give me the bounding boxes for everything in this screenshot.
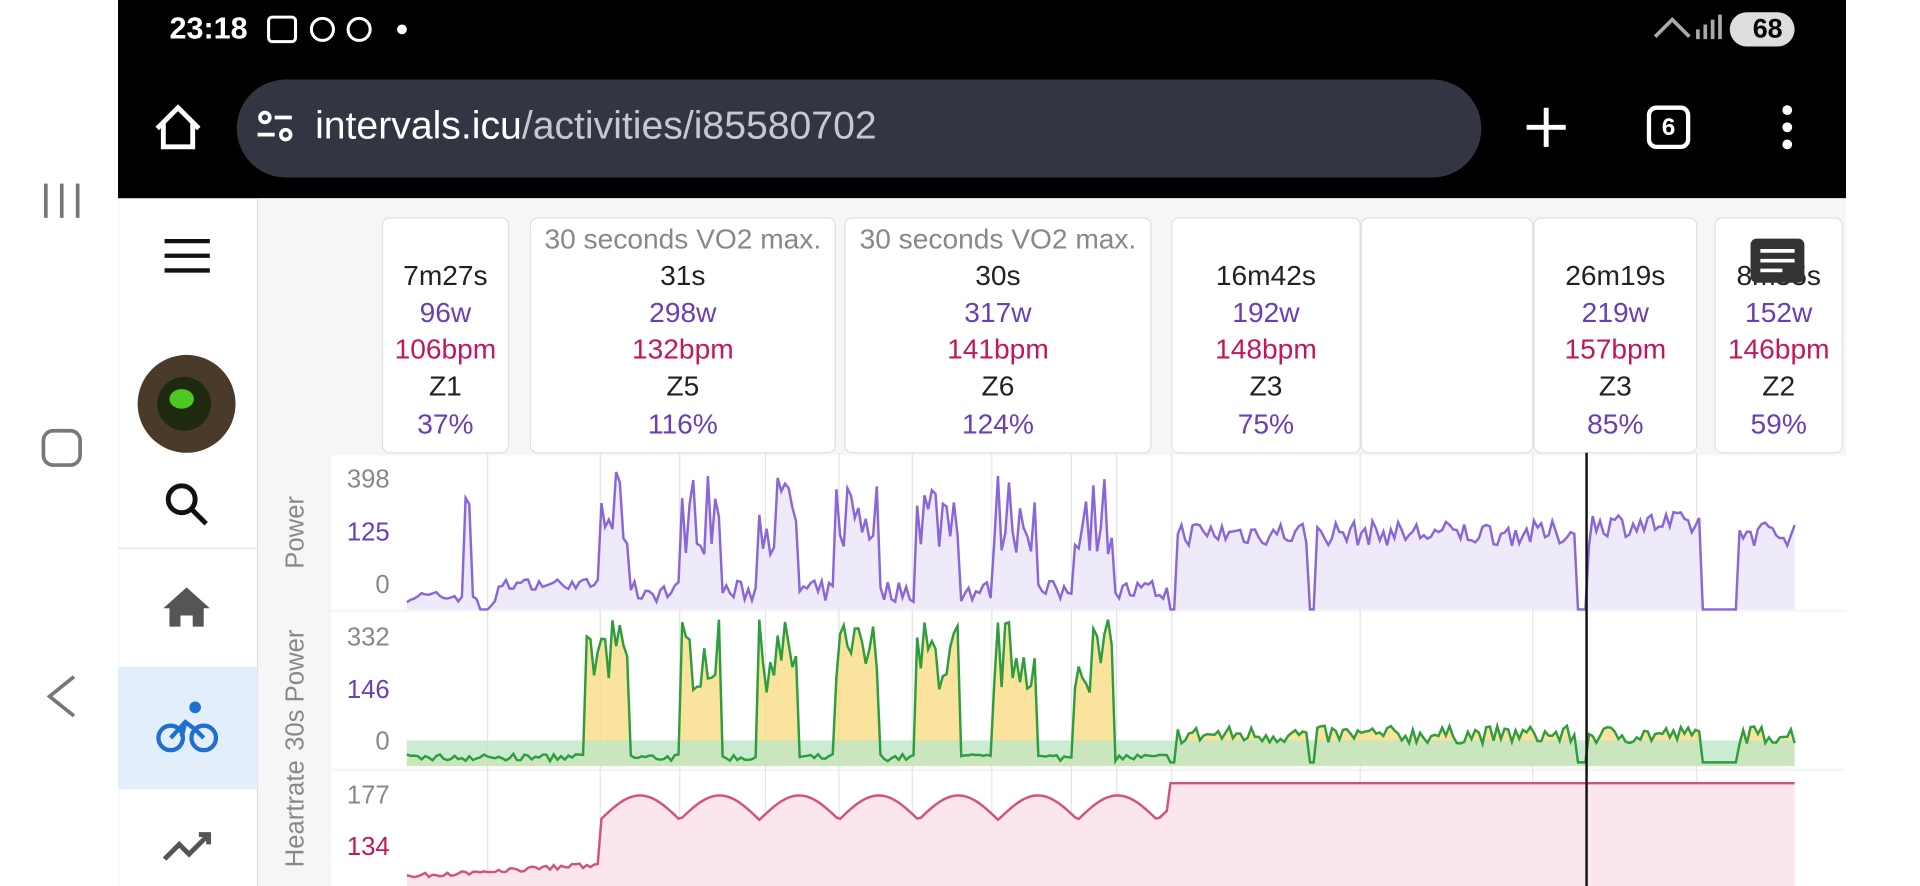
interval-card[interactable] [381,217,510,454]
interval-zone: Z5 [666,370,699,401]
interval-card[interactable] [1714,217,1843,454]
activities-nav[interactable] [118,666,258,790]
back-button[interactable] [46,675,76,718]
interval-card[interactable] [1360,217,1534,454]
chart-label: Power [282,495,310,568]
interval-title: 30 seconds VO2 max. [860,224,1137,255]
interval-zone: Z3 [1599,370,1632,401]
interval-percent: 75% [1238,408,1294,439]
interval-zone: Z2 [1762,370,1795,401]
interval-card[interactable] [844,217,1152,454]
interval-heartrate: 146bpm [1728,334,1830,365]
interval-power: 96w [420,297,472,328]
phone: 23:18 68 intervals.icu/activities/i85580… [118,0,1847,886]
interval-zone: Z6 [982,370,1015,401]
interval-heartrate: 106bpm [395,334,497,365]
signal-icons [1653,14,1722,40]
fitness-nav[interactable] [162,832,212,861]
interval-duration: 31s [660,260,705,291]
interval-percent: 116% [648,408,718,439]
interval-card[interactable] [529,217,836,454]
menu-button[interactable] [1782,105,1793,150]
hr-area [406,783,1795,886]
tick-label: 134 [347,833,390,861]
clock: 23:18 [169,12,247,46]
interval-percent: 124% [962,408,1034,439]
interval-title: 30 seconds VO2 max. [544,224,821,255]
zone-area [406,619,1795,767]
interval-power: 219w [1582,297,1650,328]
interval-heartrate: 141bpm [947,334,1049,365]
url-host: intervals.icu [315,105,522,148]
interval-power: 152w [1745,297,1813,328]
interval-heartrate: 132bpm [632,334,734,365]
chat-button[interactable] [1750,238,1805,283]
interval-percent: 85% [1587,408,1643,439]
interval-power: 192w [1232,297,1300,328]
interval-zone: Z3 [1250,370,1283,401]
interval-card[interactable] [1533,217,1698,454]
battery-level: 68 [1753,14,1783,44]
url[interactable]: intervals.icu/activities/i85580702 [315,105,877,148]
search-icon[interactable] [165,483,208,526]
tab-count: 6 [1662,114,1676,141]
interval-duration: 16m42s [1216,260,1316,291]
tick-label: 0 [375,571,389,599]
recents-button[interactable] [44,183,80,218]
chart-label: 30s Power [282,629,310,751]
interval-duration: 7m27s [403,260,487,291]
url-bar[interactable] [236,79,1482,178]
home-icon[interactable] [155,104,201,150]
interval-heartrate: 157bpm [1565,334,1667,365]
tick-label: 332 [347,624,390,652]
status-icons [267,15,372,44]
tick-label: 146 [347,676,390,704]
interval-percent: 37% [417,408,473,439]
zone-band [406,740,1795,767]
interval-card[interactable] [1171,217,1361,454]
power-area [406,472,1795,610]
interval-power: 298w [649,297,717,328]
tick-label: 0 [375,728,389,756]
bike-icon [156,701,219,753]
tick-label: 125 [347,518,390,546]
home-button[interactable] [41,428,82,467]
tick-label: 177 [347,781,390,809]
hr-trace [406,781,1795,879]
site-info-icon[interactable] [257,110,293,142]
interval-power: 317w [964,297,1032,328]
system-nav [41,183,82,718]
interval-percent: 59% [1751,408,1807,439]
url-path: /activities/i85580702 [522,105,877,148]
hamburger[interactable] [164,238,210,273]
home-nav[interactable] [163,587,210,627]
interval-heartrate: 148bpm [1215,334,1317,365]
power30-trace [406,619,1796,765]
new-tab-button[interactable] [1526,107,1566,147]
chart-label: Heartrate [282,760,310,867]
interval-duration: 26m19s [1565,260,1665,291]
notification-dot [397,24,407,35]
battery [1729,12,1795,47]
interval-duration: 30s [975,260,1020,291]
power-trace [406,471,1796,611]
tick-label: 398 [347,466,390,494]
interval-zone: Z1 [429,370,462,401]
tabs-button[interactable] [1646,105,1691,149]
